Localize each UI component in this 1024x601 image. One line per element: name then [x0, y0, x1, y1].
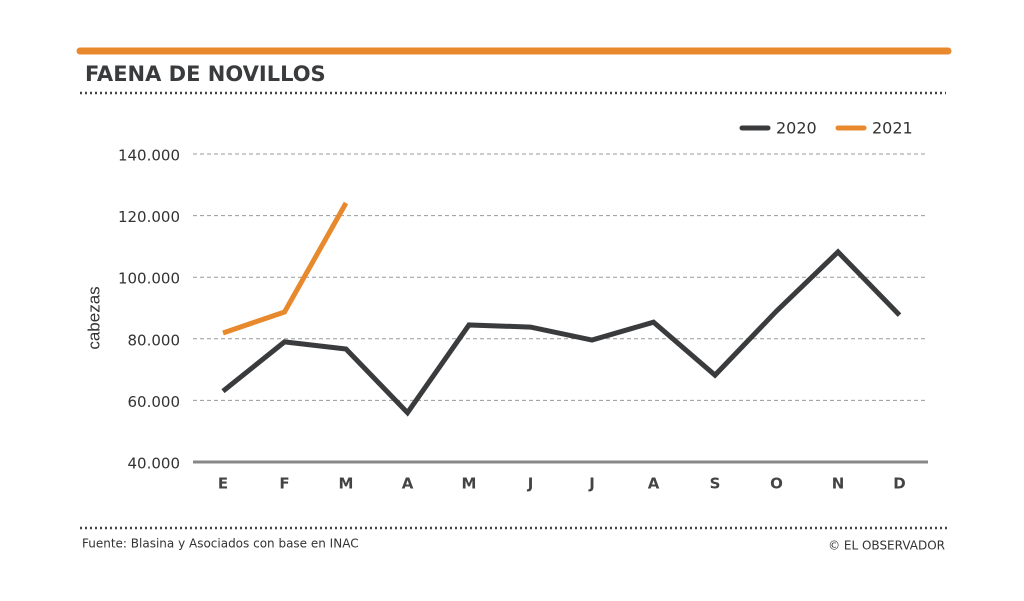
- x-tick-label: A: [648, 475, 660, 493]
- x-tick-label: J: [588, 475, 595, 493]
- line-series: [222, 201, 349, 336]
- x-tick-label: M: [462, 475, 477, 493]
- y-tick-label: 80.000: [128, 331, 181, 349]
- legend-label: 2020: [776, 119, 817, 138]
- x-tick-label: O: [770, 475, 783, 493]
- x-tick-label: F: [279, 475, 289, 493]
- x-tick-label: S: [710, 475, 721, 493]
- source: Fuente: Blasina y Asociados con base en …: [82, 537, 359, 551]
- x-tick-label: D: [893, 475, 905, 493]
- y-tick-label: 100.000: [118, 270, 180, 288]
- legend-label: 2021: [872, 119, 913, 138]
- y-tick-label: 40.000: [128, 455, 181, 473]
- line-series: [221, 248, 902, 417]
- credit: © EL OBSERVADOR: [828, 539, 945, 553]
- y-tick-label: 140.000: [118, 147, 180, 165]
- x-tick-label: N: [832, 475, 845, 493]
- y-axis-label: cabezas: [84, 286, 103, 349]
- x-tick-label: M: [339, 475, 354, 493]
- y-tick-label: 60.000: [128, 393, 181, 411]
- chart-title: FAENA DE NOVILLOS: [85, 62, 326, 86]
- x-tick-label: J: [527, 475, 534, 493]
- x-tick-label: E: [218, 475, 228, 493]
- y-tick-label: 120.000: [118, 208, 180, 226]
- x-tick-label: A: [402, 475, 414, 493]
